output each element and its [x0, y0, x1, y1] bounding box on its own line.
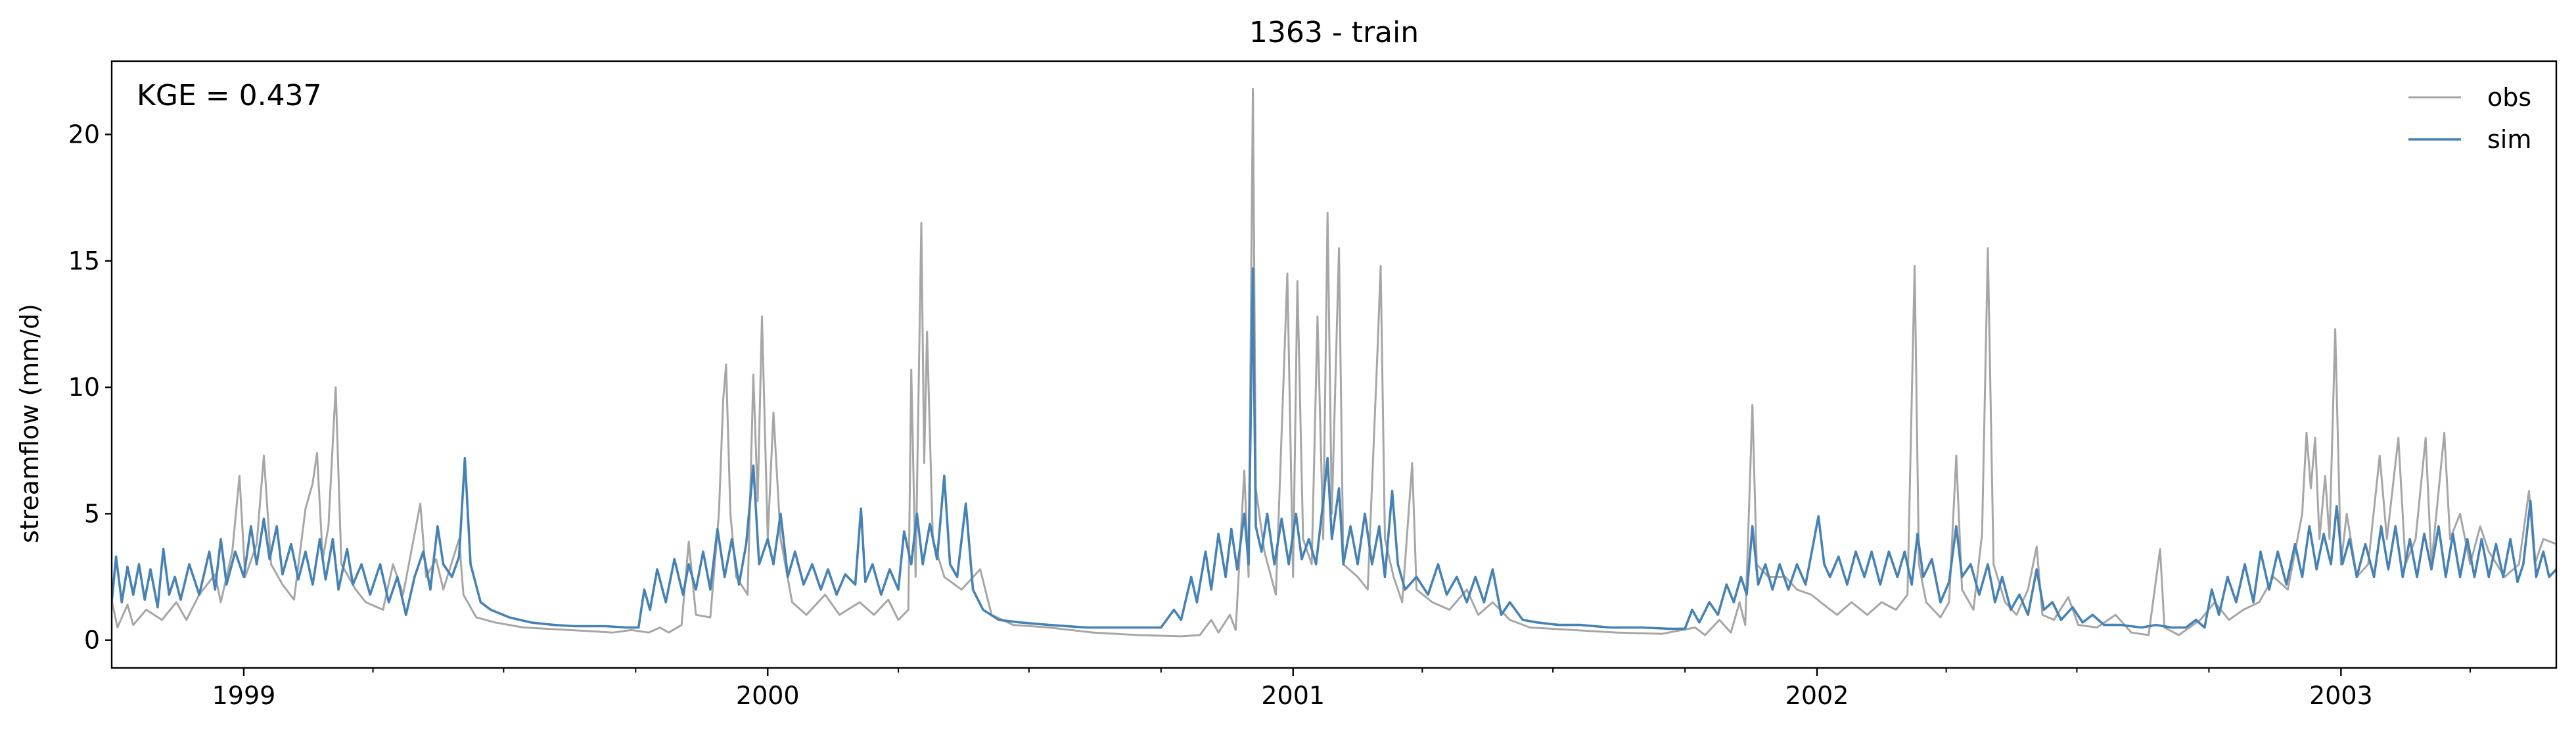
x-tick-label-2002: 2002 [1785, 681, 1849, 710]
y-axis: 0 5 10 15 20 [68, 120, 112, 655]
y-tick-label-20: 20 [68, 120, 100, 149]
x-tick-label-2001: 2001 [1261, 681, 1325, 710]
y-tick-label-5: 5 [84, 499, 100, 528]
legend: obs sim [2408, 83, 2531, 154]
x-axis: 1999 2000 2001 2002 2003 [212, 668, 2471, 710]
x-tick-label-1999: 1999 [212, 681, 276, 710]
series-layer [112, 87, 2556, 638]
series-line-sim [112, 267, 2556, 630]
y-axis-label: streamflow (mm/d) [15, 304, 44, 543]
y-tick-label-10: 10 [68, 373, 100, 402]
x-tick-label-2000: 2000 [736, 681, 800, 710]
kge-annotation: KGE = 0.437 [137, 79, 322, 112]
plot-frame [110, 60, 2558, 669]
x-tick-label-2003: 2003 [2309, 681, 2373, 710]
y-tick-label-15: 15 [68, 247, 100, 275]
legend-label-obs: obs [2487, 83, 2531, 112]
chart-title: 1363 - train [1249, 16, 1419, 49]
legend-label-sim: sim [2487, 125, 2531, 154]
y-tick-label-0: 0 [84, 626, 100, 655]
